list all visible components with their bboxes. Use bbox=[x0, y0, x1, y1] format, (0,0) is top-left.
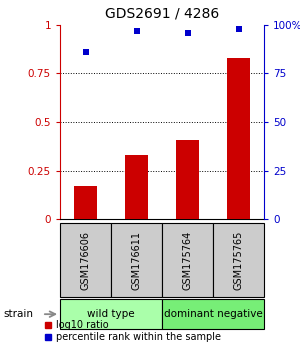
Point bbox=[83, 49, 88, 55]
Text: GSM176606: GSM176606 bbox=[80, 231, 91, 290]
Legend: log10 ratio, percentile rank within the sample: log10 ratio, percentile rank within the … bbox=[45, 320, 221, 342]
Text: GSM176611: GSM176611 bbox=[131, 231, 142, 290]
Point bbox=[134, 28, 139, 33]
Text: wild type: wild type bbox=[87, 309, 135, 319]
Title: GDS2691 / 4286: GDS2691 / 4286 bbox=[105, 7, 219, 21]
Bar bbox=[60, 299, 162, 329]
Bar bbox=[227, 58, 250, 219]
Bar bbox=[176, 139, 199, 219]
Text: GSM175764: GSM175764 bbox=[182, 230, 193, 290]
Text: dominant negative: dominant negative bbox=[164, 309, 262, 319]
Point bbox=[236, 26, 241, 32]
Text: strain: strain bbox=[3, 309, 33, 319]
Bar bbox=[60, 223, 111, 297]
Bar bbox=[213, 223, 264, 297]
Bar bbox=[111, 223, 162, 297]
Bar bbox=[162, 223, 213, 297]
Bar bbox=[74, 186, 97, 219]
Bar bbox=[125, 155, 148, 219]
Text: GSM175765: GSM175765 bbox=[233, 230, 244, 290]
Bar bbox=[162, 299, 264, 329]
Point bbox=[185, 30, 190, 35]
